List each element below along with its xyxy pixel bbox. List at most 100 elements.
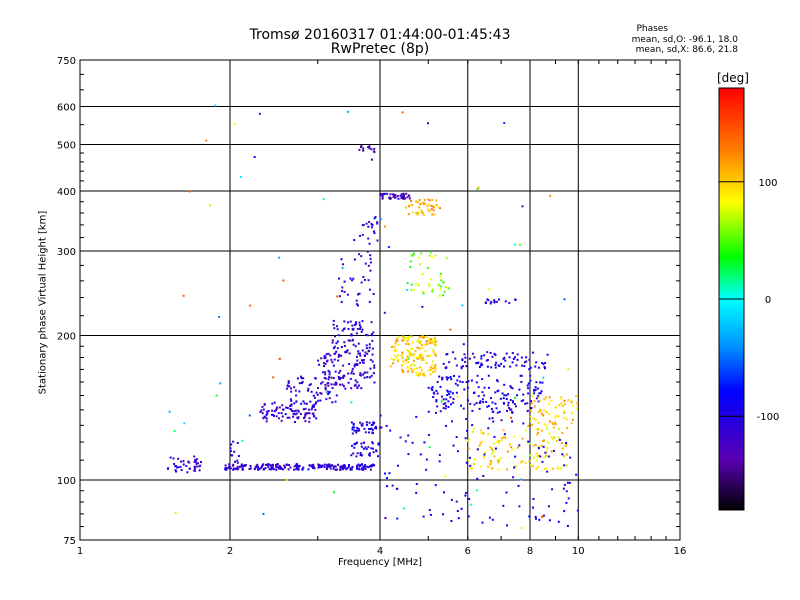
data-point	[361, 328, 364, 331]
data-point	[262, 463, 265, 466]
data-point	[366, 352, 369, 355]
data-point	[460, 365, 463, 368]
data-point	[372, 331, 375, 334]
y-tick-label: 100	[57, 476, 76, 487]
data-point	[173, 462, 176, 465]
data-point	[535, 467, 538, 470]
data-point	[381, 193, 384, 196]
data-point	[411, 347, 414, 350]
data-point	[442, 398, 445, 401]
data-point	[332, 465, 335, 468]
data-point	[350, 421, 353, 424]
data-point	[426, 122, 429, 125]
data-point	[425, 340, 428, 343]
data-point	[405, 206, 408, 209]
data-point	[271, 409, 274, 412]
data-point	[328, 376, 331, 379]
data-point	[343, 290, 346, 293]
data-point	[415, 415, 418, 418]
data-point	[413, 367, 416, 370]
data-point	[335, 394, 338, 397]
data-point	[431, 290, 434, 293]
data-point	[286, 384, 289, 387]
data-point	[532, 444, 535, 447]
data-point	[300, 402, 303, 405]
data-point	[396, 340, 399, 343]
data-point	[186, 471, 189, 474]
data-point	[464, 491, 467, 494]
data-point	[513, 403, 516, 406]
x-tick-label: 2	[227, 546, 233, 557]
data-point	[281, 404, 284, 407]
data-point	[434, 484, 437, 487]
data-point	[476, 187, 479, 190]
data-point	[395, 357, 398, 360]
data-point	[257, 468, 260, 471]
data-point	[375, 450, 378, 453]
data-point	[416, 346, 419, 349]
data-point	[527, 440, 530, 443]
data-point	[268, 468, 271, 471]
data-point	[427, 434, 430, 437]
data-point	[372, 451, 375, 454]
data-point	[511, 410, 514, 413]
data-point	[446, 393, 449, 396]
data-point	[411, 441, 414, 444]
data-point	[552, 449, 555, 452]
data-point	[445, 398, 448, 401]
data-point	[406, 196, 409, 199]
data-point	[351, 370, 354, 373]
data-point	[327, 463, 330, 466]
data-point	[283, 464, 286, 467]
data-point	[464, 356, 467, 359]
data-point	[386, 192, 389, 195]
data-point	[522, 399, 525, 402]
data-point	[293, 420, 296, 423]
data-point	[195, 458, 198, 461]
data-point	[241, 468, 244, 471]
data-point	[402, 339, 405, 342]
data-point	[504, 359, 507, 362]
data-point	[542, 409, 545, 412]
data-point	[549, 194, 552, 197]
data-point	[366, 334, 369, 337]
data-point	[439, 410, 442, 413]
data-point	[361, 320, 364, 323]
data-point	[309, 383, 312, 386]
data-point	[544, 361, 547, 364]
data-point	[308, 412, 311, 415]
data-point	[368, 431, 371, 434]
data-point	[376, 222, 379, 225]
data-point	[373, 464, 376, 467]
data-point	[538, 392, 541, 395]
data-point	[270, 413, 273, 416]
data-point	[374, 216, 377, 219]
data-point	[536, 431, 539, 434]
data-point	[420, 358, 423, 361]
data-point	[340, 466, 343, 469]
data-point	[427, 198, 430, 201]
data-point	[417, 206, 420, 209]
data-point	[558, 438, 561, 441]
data-point	[500, 419, 503, 422]
data-point	[292, 415, 295, 418]
data-point	[310, 465, 313, 468]
data-point	[277, 466, 280, 469]
data-point	[526, 384, 529, 387]
data-point	[509, 365, 512, 368]
data-point	[365, 347, 368, 350]
data-point	[556, 467, 559, 470]
data-point	[505, 394, 508, 397]
data-point	[371, 428, 374, 431]
data-point	[431, 371, 434, 374]
data-point	[282, 468, 285, 471]
data-point	[488, 288, 491, 291]
data-point	[429, 354, 432, 357]
data-point	[428, 338, 431, 341]
data-point	[337, 463, 340, 466]
data-point	[340, 354, 343, 357]
data-point	[510, 446, 513, 449]
data-point	[559, 467, 562, 470]
data-point	[428, 254, 431, 257]
data-point	[351, 444, 354, 447]
